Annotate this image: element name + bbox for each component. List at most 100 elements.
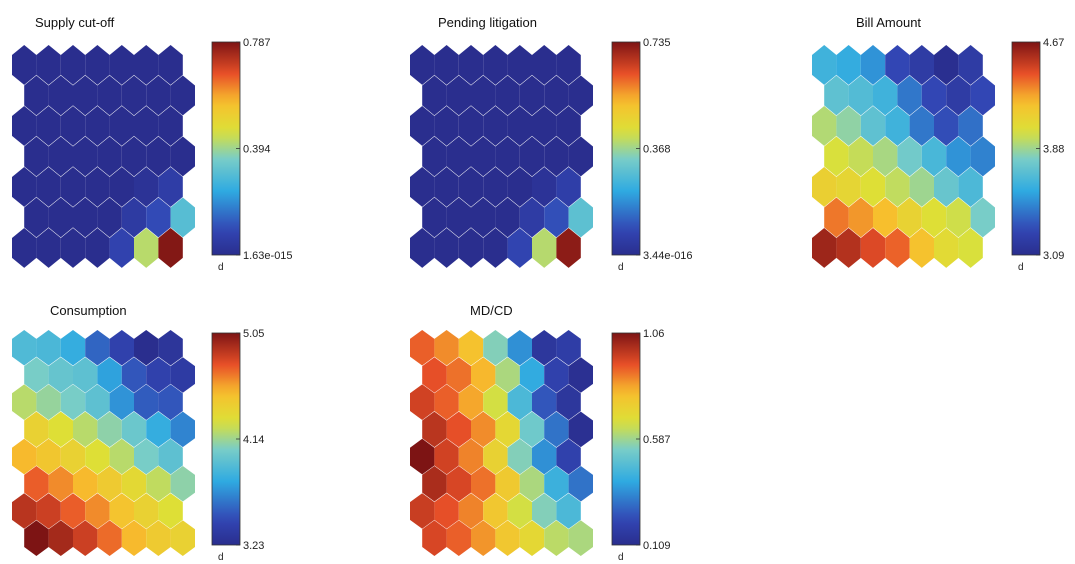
colorbar-tick-label: 0.368 bbox=[643, 144, 671, 156]
hex-cell bbox=[60, 228, 86, 268]
hex-cell bbox=[170, 197, 195, 238]
hex-cell bbox=[97, 411, 122, 448]
hex-cell bbox=[24, 75, 49, 116]
hex-cell bbox=[121, 411, 147, 448]
hex-cell bbox=[556, 330, 581, 366]
hex-cell bbox=[885, 45, 910, 85]
hex-cell bbox=[170, 75, 195, 116]
hex-cell bbox=[812, 167, 837, 207]
hex-cell bbox=[946, 197, 971, 238]
colorbar-unit-label: d bbox=[618, 262, 624, 273]
hex-cell bbox=[109, 384, 134, 420]
hex-cell bbox=[48, 357, 73, 393]
hex-cell bbox=[73, 520, 98, 556]
hex-cell bbox=[97, 136, 122, 177]
hex-cell bbox=[532, 167, 557, 207]
hex-cell bbox=[158, 106, 183, 146]
hex-cell bbox=[556, 167, 581, 207]
hex-cell bbox=[158, 384, 183, 420]
hex-cell bbox=[36, 228, 61, 268]
hex-cell bbox=[495, 466, 520, 502]
hex-cell bbox=[873, 75, 898, 116]
hex-cell bbox=[471, 466, 496, 502]
hex-cell bbox=[12, 493, 37, 529]
hex-cell bbox=[836, 45, 861, 85]
hex-cell bbox=[434, 167, 459, 207]
hex-cell bbox=[458, 228, 484, 268]
hex-cell bbox=[507, 228, 532, 268]
hex-cell bbox=[48, 411, 73, 448]
hex-cell bbox=[158, 45, 183, 85]
hex-cell bbox=[24, 357, 49, 393]
hex-cell bbox=[471, 411, 496, 448]
hex-cell bbox=[410, 493, 435, 529]
hex-cell bbox=[121, 197, 147, 238]
hex-cell bbox=[458, 167, 484, 207]
hex-cell bbox=[12, 330, 37, 366]
hex-cell bbox=[48, 75, 73, 116]
colorbar-unit-label: d bbox=[618, 552, 624, 563]
hex-cell bbox=[24, 197, 49, 238]
hex-cell bbox=[12, 106, 37, 146]
hex-cell bbox=[158, 493, 183, 529]
hex-cell bbox=[73, 197, 98, 238]
hex-cell bbox=[812, 45, 837, 85]
hex-cell bbox=[85, 45, 110, 85]
hex-cell bbox=[946, 136, 971, 177]
hex-cell bbox=[121, 136, 147, 177]
hex-cell bbox=[897, 75, 922, 116]
hex-cell bbox=[921, 197, 947, 238]
hex-cell bbox=[410, 384, 435, 420]
hex-cell bbox=[158, 438, 183, 475]
hex-cell bbox=[970, 75, 995, 116]
hex-cell bbox=[85, 167, 110, 207]
hex-cell bbox=[458, 45, 484, 85]
hex-cell bbox=[909, 45, 934, 85]
hex-cell bbox=[109, 438, 134, 475]
hex-cell bbox=[495, 197, 520, 238]
hex-cell bbox=[519, 466, 545, 502]
hex-cell bbox=[446, 466, 471, 502]
hex-cell bbox=[885, 167, 910, 207]
hex-cell bbox=[495, 520, 520, 556]
hex-cell bbox=[532, 45, 557, 85]
hex-cell bbox=[483, 438, 508, 475]
hex-cell bbox=[519, 136, 545, 177]
hex-cell bbox=[812, 228, 837, 268]
hex-cell bbox=[60, 384, 86, 420]
hex-cell bbox=[824, 197, 849, 238]
hex-cell bbox=[410, 228, 435, 268]
colorbar-tick-label: 3.09 bbox=[1043, 250, 1064, 262]
hex-cell bbox=[507, 330, 532, 366]
hex-cell bbox=[85, 438, 110, 475]
hex-cell bbox=[471, 75, 496, 116]
hex-cell bbox=[848, 75, 873, 116]
hex-cell bbox=[170, 136, 195, 177]
colorbar bbox=[611, 41, 641, 256]
hex-cell bbox=[921, 75, 947, 116]
hex-cell bbox=[873, 197, 898, 238]
colorbar-tick-label: 3.23 bbox=[243, 540, 264, 552]
hex-cell bbox=[532, 228, 557, 268]
hex-cell bbox=[36, 438, 61, 475]
hex-cell bbox=[146, 197, 171, 238]
hex-cell bbox=[860, 106, 886, 146]
hex-cell bbox=[836, 167, 861, 207]
hex-cell bbox=[146, 136, 171, 177]
hex-cell bbox=[483, 167, 508, 207]
hex-cell bbox=[812, 106, 837, 146]
panel-title: Bill Amount bbox=[856, 15, 921, 30]
hex-cell bbox=[519, 411, 545, 448]
colorbar bbox=[611, 332, 641, 546]
hex-cell bbox=[507, 106, 532, 146]
hex-cell bbox=[544, 197, 569, 238]
hex-cell bbox=[170, 466, 195, 502]
hex-cell bbox=[434, 106, 459, 146]
hex-cell bbox=[60, 493, 86, 529]
colorbar bbox=[211, 332, 241, 546]
panel-title: Supply cut-off bbox=[35, 15, 115, 30]
hex-cell bbox=[85, 106, 110, 146]
som-panel-3: Consumption 5.05 4.14 3.23 d bbox=[12, 303, 264, 563]
hex-cell bbox=[519, 520, 545, 556]
colorbar-tick-label: 0.394 bbox=[243, 144, 271, 156]
